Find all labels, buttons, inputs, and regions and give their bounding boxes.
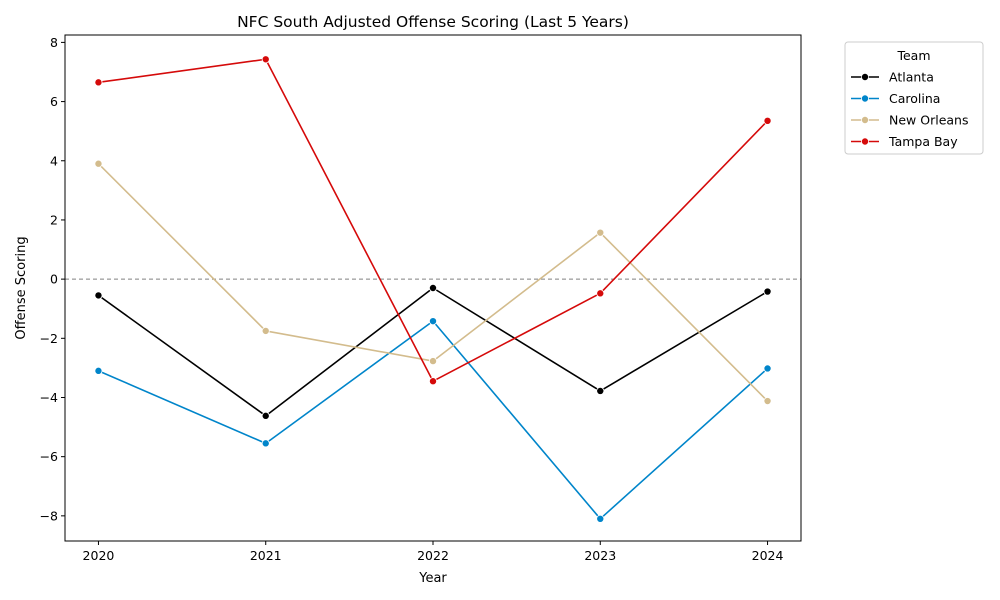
legend-marker-swatch <box>861 73 870 82</box>
legend-item-tampa-bay: Tampa Bay <box>851 134 958 149</box>
data-point-carolina <box>261 439 270 448</box>
legend-frame <box>844 41 984 155</box>
data-point-new-orleans <box>763 397 772 406</box>
legend-label: New Orleans <box>889 113 968 128</box>
data-point-new-orleans <box>261 326 270 335</box>
legend-label: Tampa Bay <box>888 134 958 149</box>
data-point-atlanta <box>596 386 605 395</box>
y-tick-label: 6 <box>50 94 58 109</box>
legend-marker-swatch <box>861 137 870 146</box>
y-tick-label: 2 <box>50 212 58 227</box>
series-carolina <box>94 317 772 523</box>
data-point-atlanta <box>428 283 437 292</box>
legend: Team Atlanta Carolina New Orleans Tampa Bay <box>844 41 984 155</box>
legend-label: Atlanta <box>889 70 934 85</box>
legend-item-carolina: Carolina <box>851 91 940 106</box>
x-tick-label: 2024 <box>752 548 784 563</box>
series-atlanta <box>94 283 772 420</box>
y-tick-label: 0 <box>50 272 58 287</box>
data-point-atlanta <box>261 411 270 420</box>
data-point-tampa-bay <box>428 377 437 386</box>
x-tick-label: 2020 <box>83 548 115 563</box>
x-axis-label: Year <box>418 571 447 586</box>
data-point-carolina <box>763 364 772 373</box>
legend-item-atlanta: Atlanta <box>851 70 934 85</box>
data-point-carolina <box>596 514 605 523</box>
series-tampa-bay <box>94 55 772 386</box>
x-tick-label: 2023 <box>584 548 616 563</box>
legend-marker-swatch <box>861 94 870 103</box>
data-point-carolina <box>428 317 437 326</box>
data-point-new-orleans <box>94 159 103 168</box>
data-point-tampa-bay <box>763 116 772 125</box>
y-axis-label: Offense Scoring <box>14 236 29 339</box>
legend-title: Team <box>896 48 930 63</box>
data-point-atlanta <box>763 287 772 296</box>
data-point-new-orleans <box>428 357 437 366</box>
legend-marker-swatch <box>861 116 870 125</box>
y-tick-label: −6 <box>40 449 58 464</box>
legend-item-new-orleans: New Orleans <box>851 113 968 128</box>
data-point-atlanta <box>94 291 103 300</box>
series-new-orleans <box>94 159 772 406</box>
y-tick-label: −2 <box>40 331 58 346</box>
y-tick-label: 8 <box>50 35 58 50</box>
data-point-carolina <box>94 366 103 375</box>
x-tick-label: 2022 <box>417 548 449 563</box>
y-tick-label: −4 <box>40 390 58 405</box>
chart-title: NFC South Adjusted Offense Scoring (Last… <box>237 13 629 31</box>
data-point-tampa-bay <box>596 289 605 298</box>
data-point-new-orleans <box>596 228 605 237</box>
x-tick-label: 2021 <box>250 548 282 563</box>
data-point-tampa-bay <box>261 55 270 64</box>
y-tick-label: −8 <box>40 508 58 523</box>
y-tick-label: 4 <box>50 153 58 168</box>
data-point-tampa-bay <box>94 78 103 87</box>
legend-label: Carolina <box>889 91 940 106</box>
